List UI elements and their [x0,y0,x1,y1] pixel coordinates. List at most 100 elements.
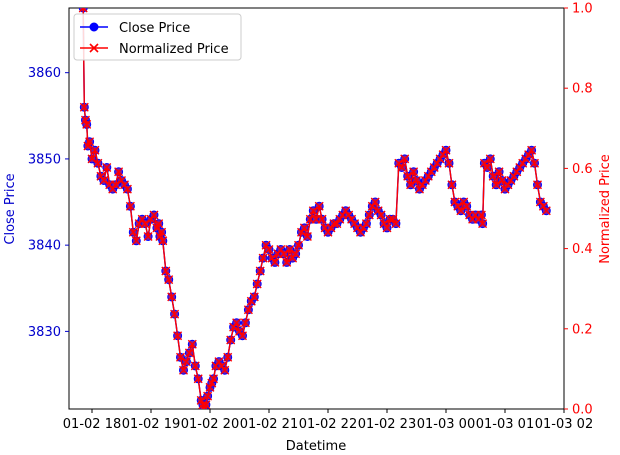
normalized-price-point [146,214,156,224]
normalized-price-point [209,374,218,384]
normalized-price-point [326,223,336,233]
normalized-price-point [114,167,124,177]
normalized-price-point [344,210,354,220]
normalized-price-point [154,219,164,229]
normalized-price-point [515,163,525,172]
normalized-price-point [279,249,289,259]
normalized-price-point [297,227,306,237]
normalized-price-point [117,176,126,185]
normalized-price-point [87,154,97,164]
left-y-axis: 3830 3840 3850 3860 [28,66,69,340]
normalized-price-point [252,279,262,289]
legend-label-close: Close Price [119,21,190,36]
normalized-price-point [317,214,327,224]
normalized-price-point [441,145,451,155]
normalized-price-point [347,214,357,224]
normalized-price-point [435,154,445,164]
normalized-price-point [429,163,439,172]
normalized-price-point [181,357,191,367]
normalized-price-point [285,245,295,254]
normalized-price-point [500,184,510,194]
x-tick-label: 01-03 02 [535,417,593,432]
normalized-price-point [394,158,404,168]
normalized-price-point [249,292,259,302]
left-tick-label: 3860 [28,66,61,81]
normalized-price-point [261,240,271,250]
left-tick-label: 3840 [28,239,61,254]
normalized-price-point [102,163,112,172]
normalized-price-point [524,150,534,160]
normalized-price-point [426,167,436,177]
normalized-price-point [140,219,150,229]
normalized-price-point [137,214,147,224]
x-tick-label: 01-02 20 [181,417,239,432]
legend: Close Price Normalized Price [73,13,242,61]
normalized-price-point [358,223,368,233]
right-tick-label: 1.0 [572,2,593,17]
normalized-price-point [478,219,488,229]
normalized-price-point [535,197,545,207]
normalized-price-point [438,150,448,160]
normalized-price-point [99,176,109,185]
normalized-price-point [120,180,129,190]
normalized-price-point [131,236,141,246]
normalized-price-point [367,201,377,211]
normalized-price-point [406,180,416,190]
plot-frame [68,7,565,410]
normalized-price-point [243,305,253,315]
normalized-price-point [361,219,371,229]
normalized-price-point [238,331,247,341]
normalized-price-point [255,266,265,276]
normalized-price-point [497,176,507,185]
normalized-price-point [494,167,504,177]
x-tick-label: 01-02 22 [299,417,357,432]
normalized-price-point [108,184,118,194]
right-y-axis-label: Normalized Price [598,154,613,264]
normalized-price-point [217,361,227,371]
normalized-price-point [400,154,410,164]
normalized-price-point [412,176,421,185]
normalized-price-point [376,210,386,220]
normalized-price-point [299,223,309,233]
normalized-price-point [491,180,501,190]
normalized-price-point [509,171,519,181]
normalized-price-point [403,171,413,181]
normalized-price-point [482,163,492,172]
normalized-price-point [226,335,236,345]
normalized-price-point [382,223,392,233]
legend-marker-close [89,22,99,32]
normalized-price-point [246,296,256,306]
normalized-price-point [214,357,224,367]
normalized-price-point [350,219,360,229]
normalized-price-point [530,158,539,168]
normalized-price-point [314,201,324,211]
normalized-price-point [420,176,430,185]
normalized-price-point [122,184,132,194]
left-tick-label: 3830 [28,325,61,340]
normalized-price-point [128,227,138,237]
normalized-price-point [201,400,211,409]
normalized-price-point [391,219,401,229]
normalized-price-point [379,219,389,229]
normalized-price-point [479,158,489,168]
normalized-price-point [450,197,460,207]
normalized-price-point [512,167,522,177]
normalized-price-point [90,145,100,155]
normalized-price-point [397,163,407,172]
normalized-price-point [288,253,298,263]
normalized-price-point [302,232,312,241]
normalized-price-point [503,180,513,190]
normalized-price-point [164,275,174,285]
normalized-price-point [193,374,203,384]
x-tick-label: 01-02 19 [122,417,180,432]
normalized-price-point [276,245,286,254]
normalized-price-point [459,197,469,207]
normalized-price-point [447,180,457,190]
normalized-price-point [423,171,433,181]
normalized-price-point [432,158,442,168]
normalized-price-point [444,158,454,168]
normalized-price-point [456,206,466,216]
normalized-price-point [415,184,424,194]
normalized-price-point [203,391,213,401]
normalized-price-point [173,331,183,341]
